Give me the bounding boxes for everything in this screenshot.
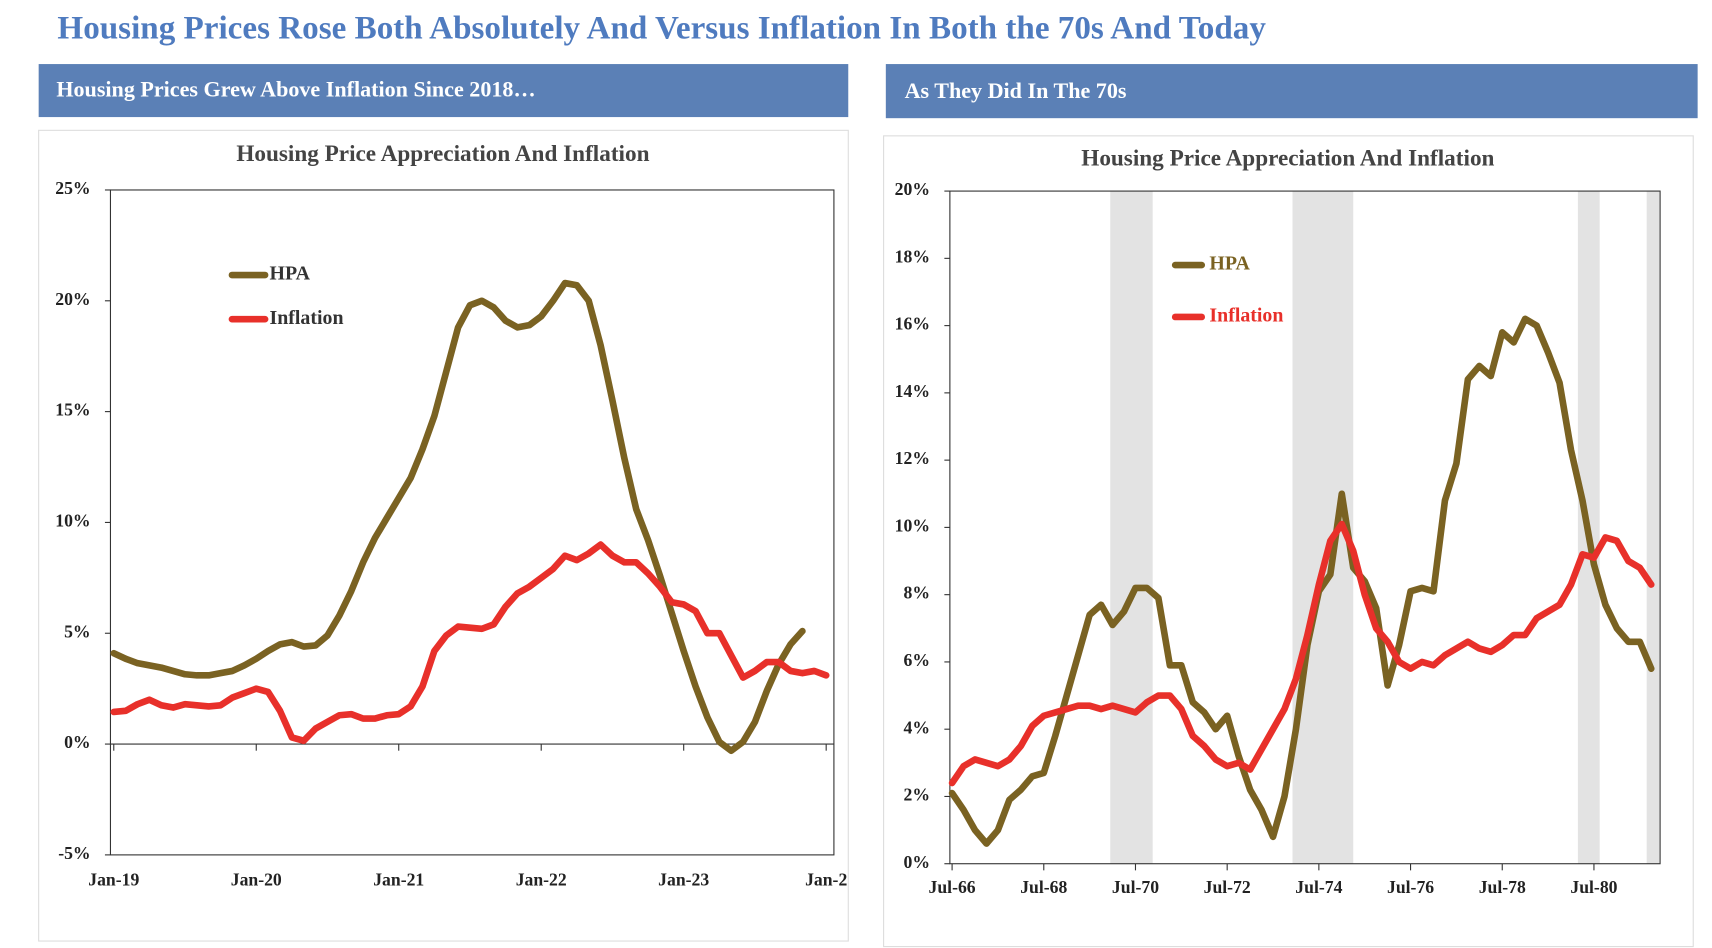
legend-label: Inflation bbox=[1209, 305, 1283, 327]
x-tick-label: Jul-68 bbox=[1020, 877, 1067, 897]
x-tick-label: Jul-66 bbox=[929, 877, 976, 897]
panel-header bbox=[38, 64, 849, 118]
y-tick-label: 16% bbox=[895, 314, 930, 334]
y-tick-label: 2% bbox=[904, 785, 930, 805]
y-tick-label: 20% bbox=[55, 289, 90, 309]
x-tick-label: Jul-72 bbox=[1204, 877, 1251, 897]
y-tick-label: 15% bbox=[55, 400, 90, 420]
x-tick-label: Jul-78 bbox=[1479, 877, 1526, 897]
x-tick-label: Jan-20 bbox=[231, 869, 282, 889]
chart-frame bbox=[883, 135, 1694, 948]
y-tick-label: 14% bbox=[895, 381, 930, 401]
x-tick-label: Jul-74 bbox=[1295, 877, 1342, 897]
x-tick-label: Jul-80 bbox=[1570, 877, 1617, 897]
chart-title: Housing Price Appreciation And Inflation bbox=[236, 141, 649, 167]
recession-band bbox=[1646, 191, 1660, 864]
y-tick-label: 4% bbox=[904, 717, 930, 737]
series-line bbox=[948, 315, 1655, 847]
x-tick-label: Jan-23 bbox=[658, 869, 709, 889]
legend-label: Inflation bbox=[270, 307, 344, 329]
x-tick-label: Jul-76 bbox=[1387, 877, 1434, 897]
recession-band bbox=[1110, 191, 1153, 864]
x-tick-label: Jan-19 bbox=[88, 869, 139, 889]
x-tick-label: Jul-70 bbox=[1112, 877, 1159, 897]
y-tick-label: 12% bbox=[895, 448, 930, 468]
y-tick-label: 18% bbox=[895, 246, 930, 266]
y-tick-label: -5% bbox=[58, 843, 90, 863]
panel-header bbox=[885, 64, 1698, 119]
x-tick-label: Jan-22 bbox=[516, 869, 567, 889]
chart-title: Housing Price Appreciation And Inflation bbox=[1081, 145, 1494, 171]
x-tick-label: Jan-2 bbox=[805, 869, 847, 889]
y-tick-label: 8% bbox=[904, 583, 930, 603]
series-line bbox=[110, 279, 806, 755]
y-tick-label: 0% bbox=[904, 852, 930, 872]
y-tick-label: 5% bbox=[64, 621, 90, 641]
panel-header-text: As They Did In The 70s bbox=[905, 78, 1127, 103]
x-tick-label: Jan-21 bbox=[373, 869, 424, 889]
legend-label: HPA bbox=[270, 263, 311, 285]
y-tick-label: 0% bbox=[64, 732, 90, 752]
panel-header-text: Housing Prices Grew Above Inflation Sinc… bbox=[56, 77, 535, 102]
y-tick-label: 25% bbox=[55, 178, 90, 198]
series-line bbox=[948, 520, 1655, 787]
y-tick-label: 10% bbox=[55, 510, 90, 530]
page-title: Housing Prices Rose Both Absolutely And … bbox=[57, 10, 1266, 47]
y-tick-label: 6% bbox=[904, 650, 930, 670]
y-tick-label: 10% bbox=[895, 515, 930, 535]
series-line bbox=[110, 541, 830, 745]
chart-frame bbox=[38, 129, 849, 942]
y-tick-label: 20% bbox=[895, 179, 930, 199]
legend-label: HPA bbox=[1209, 253, 1250, 275]
